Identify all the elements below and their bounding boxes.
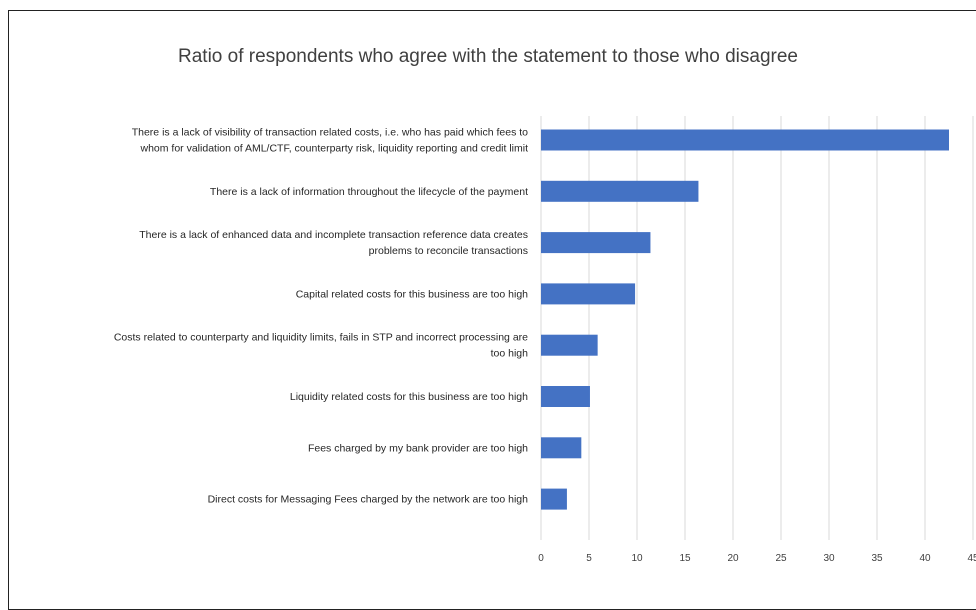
category-label: Costs related to counterparty and liquid… [114,332,528,360]
category-label-line: whom for validation of AML/CTF, counterp… [140,143,529,155]
category-label: Liquidity related costs for this busines… [290,391,528,403]
x-tick-label: 35 [871,553,883,564]
category-label-line: problems to reconcile transactions [369,245,528,257]
category-label-line: There is a lack of information throughou… [210,186,528,198]
category-label: There is a lack of visibility of transac… [132,127,528,155]
category-label-line: Direct costs for Messaging Fees charged … [208,494,529,506]
x-tick-label: 40 [919,553,931,564]
bars [541,129,949,510]
category-labels: There is a lack of visibility of transac… [114,127,528,506]
bar-chart: There is a lack of visibility of transac… [114,116,976,564]
x-tick-label: 10 [631,553,643,564]
category-label-line: There is a lack of enhanced data and inc… [139,229,528,241]
bar [541,488,567,510]
chart-frame [8,10,976,610]
x-tick-label: 0 [538,553,544,564]
x-tick-label: 20 [727,553,739,564]
bar [541,232,651,254]
category-label-line: Liquidity related costs for this busines… [290,391,528,403]
gridlines [588,116,974,540]
x-tick-label: 30 [823,553,835,564]
category-label-line: Fees charged by my bank provider are too… [308,442,528,454]
bar [541,129,949,151]
x-tick-label: 15 [679,553,691,564]
category-label: Fees charged by my bank provider are too… [308,442,528,454]
category-label-line: There is a lack of visibility of transac… [132,127,528,139]
bar [541,334,598,356]
category-label-line: Capital related costs for this business … [296,288,528,300]
bar [541,437,582,459]
x-tick-labels: 0 5 10 15 20 25 30 35 40 45 [538,553,976,564]
category-label: There is a lack of enhanced data and inc… [139,229,528,257]
category-label-line: Costs related to counterparty and liquid… [114,332,528,344]
chart-title: Ratio of respondents who agree with the … [178,46,798,67]
category-label: Capital related costs for this business … [296,288,528,300]
x-tick-label: 25 [775,553,787,564]
x-tick-label: 5 [586,553,592,564]
bar [541,180,699,202]
bar [541,283,636,305]
category-label-line: too high [491,348,529,360]
x-tick-label: 45 [967,553,976,564]
bar [541,386,590,407]
category-label: There is a lack of information throughou… [210,186,528,198]
category-label: Direct costs for Messaging Fees charged … [208,494,529,506]
